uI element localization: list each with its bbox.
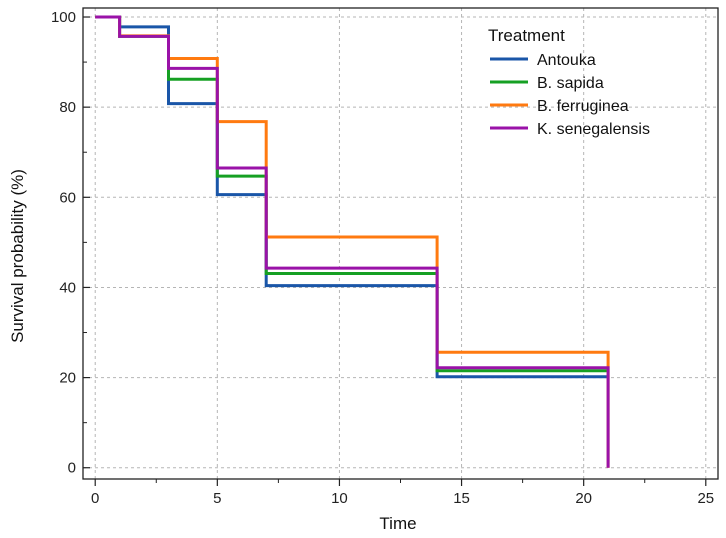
legend-label: B. ferruginea xyxy=(537,98,629,115)
axes: 0 5 10 15 20 25 0 20 40 60 80 100 xyxy=(51,9,714,507)
legend-label: Antouka xyxy=(537,52,596,69)
x-tick-label: 0 xyxy=(91,490,99,507)
y-tick-label: 100 xyxy=(51,9,76,26)
series-line-b-sapida xyxy=(95,15,609,373)
y-tick-label: 60 xyxy=(59,189,76,206)
x-tick-label: 15 xyxy=(453,490,470,507)
x-tick-label: 10 xyxy=(331,490,348,507)
series-line-antouka xyxy=(95,15,609,379)
y-tick-label: 0 xyxy=(68,460,76,477)
series-lines xyxy=(95,15,610,468)
series-line-b-ferruginea xyxy=(95,15,610,468)
legend-label: B. sapida xyxy=(537,75,604,92)
x-tick-label: 20 xyxy=(575,490,592,507)
y-axis-label: Survival probability (%) xyxy=(8,169,27,343)
legend-label: K. senegalensis xyxy=(537,121,650,138)
legend-title: Treatment xyxy=(488,26,565,45)
y-tick-label: 80 xyxy=(59,99,76,116)
y-tick-label: 40 xyxy=(59,279,76,296)
y-tick-label: 20 xyxy=(59,370,76,387)
x-tick-label: 5 xyxy=(213,490,221,507)
x-axis-label: Time xyxy=(379,514,416,533)
series-line-k-senegalensis xyxy=(95,15,610,468)
x-tick-label: 25 xyxy=(697,490,714,507)
legend: Treatment Antouka B. sapida B. ferruginea K… xyxy=(488,26,650,138)
